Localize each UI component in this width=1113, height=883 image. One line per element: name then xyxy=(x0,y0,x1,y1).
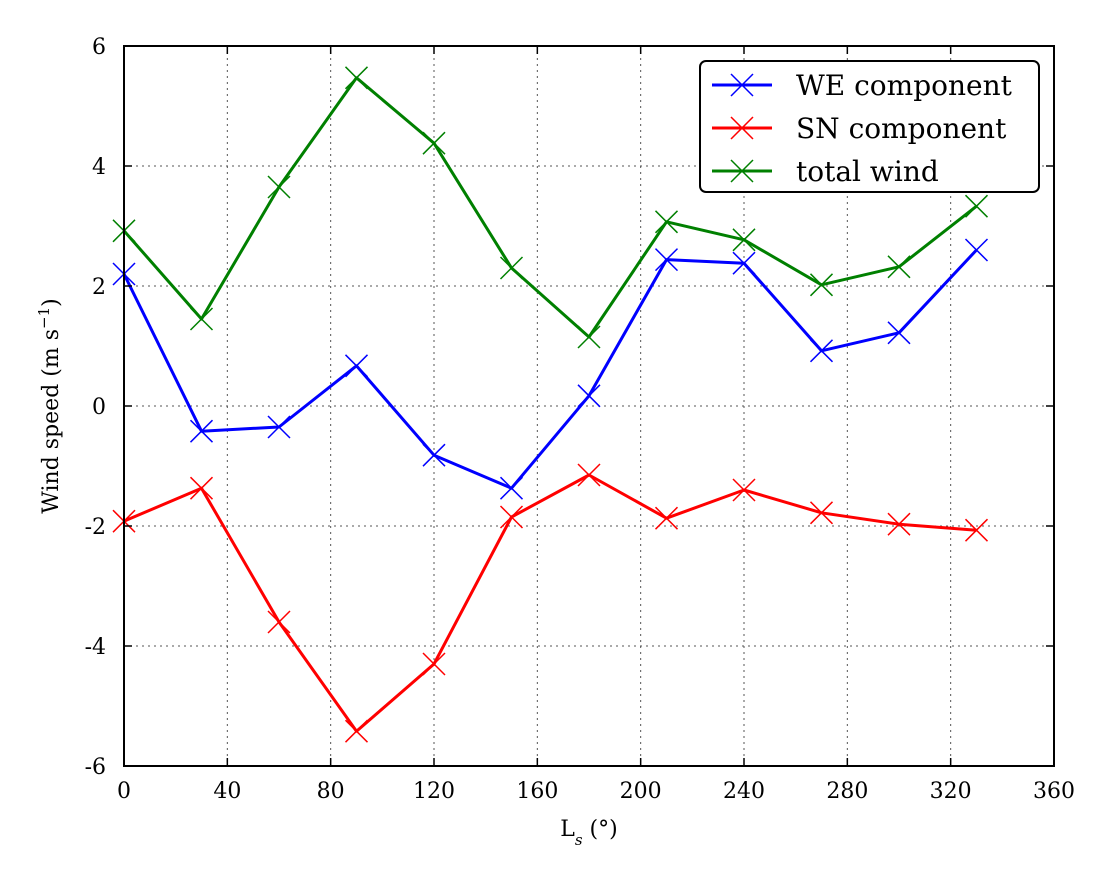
data-point-total-wind xyxy=(732,228,756,252)
data-point-we-component xyxy=(964,238,989,262)
legend-marker-we-component xyxy=(730,73,754,97)
y-tick-label: -2 xyxy=(85,515,106,540)
data-point-we-component xyxy=(267,415,291,439)
x-tick-label: 120 xyxy=(413,779,455,804)
data-point-total-wind xyxy=(654,210,679,234)
data-point-total-wind xyxy=(344,66,369,90)
series-layer xyxy=(112,66,989,743)
y-tick-label: 4 xyxy=(92,155,106,180)
data-point-sn-component xyxy=(499,505,524,529)
y-tick-label: -6 xyxy=(85,755,106,780)
data-point-we-component xyxy=(887,321,911,345)
data-point-we-component xyxy=(499,476,524,500)
data-point-sn-component xyxy=(809,501,834,525)
y-axis-label: Wind speed (m s−1) xyxy=(35,298,64,513)
data-point-sn-component xyxy=(267,610,291,634)
data-point-sn-component xyxy=(732,478,756,502)
y-tick-label: -4 xyxy=(85,635,106,660)
data-point-total-wind xyxy=(499,256,524,280)
x-tick-label: 280 xyxy=(826,779,868,804)
data-point-we-component xyxy=(732,251,756,275)
x-tick-label: 160 xyxy=(516,779,558,804)
legend-marker-total-wind xyxy=(730,159,754,183)
x-tick-label: 40 xyxy=(213,779,241,804)
x-tick-label: 320 xyxy=(930,779,972,804)
data-point-sn-component xyxy=(964,518,989,542)
data-point-sn-component xyxy=(577,463,601,487)
data-point-total-wind xyxy=(189,307,214,331)
data-point-total-wind xyxy=(422,131,446,155)
y-tick-label: 0 xyxy=(92,395,106,420)
x-tick-label: 80 xyxy=(317,779,345,804)
y-tick-label: 6 xyxy=(92,35,106,60)
data-point-sn-component xyxy=(189,476,214,500)
data-point-sn-component xyxy=(654,506,679,530)
x-tick-label: 200 xyxy=(620,779,662,804)
data-point-we-component xyxy=(654,248,679,272)
y-tick-label: 2 xyxy=(92,275,106,300)
data-point-total-wind xyxy=(267,175,291,199)
legend-box xyxy=(699,60,1040,193)
legend-label-we-component: WE component xyxy=(796,69,1013,102)
data-point-we-component xyxy=(189,419,214,443)
data-point-sn-component xyxy=(887,512,911,536)
x-axis-label: Ls (°) xyxy=(560,817,617,849)
data-point-total-wind xyxy=(964,194,989,218)
legend-label-total-wind: total wind xyxy=(796,155,939,188)
series-line-total-wind xyxy=(122,76,978,339)
data-point-we-component xyxy=(809,339,834,363)
data-point-sn-component xyxy=(344,719,369,743)
data-point-we-component xyxy=(422,443,446,467)
axis-ticks: 0 40 80 120 160 200 240 280 320 360 -6 -4 -2 0 2 4 6 xyxy=(85,35,1075,804)
data-point-total-wind xyxy=(887,255,911,279)
data-point-sn-component xyxy=(422,652,446,676)
legend-label-sn-component: SN component xyxy=(796,112,1007,145)
legend: WE component SN component total wind xyxy=(699,60,1040,193)
data-point-total-wind xyxy=(809,273,834,297)
series-line-we-component xyxy=(122,248,978,490)
legend-marker-sn-component xyxy=(730,116,754,140)
data-point-we-component xyxy=(577,384,601,408)
data-point-total-wind xyxy=(577,325,601,349)
x-tick-label: 240 xyxy=(723,779,765,804)
data-point-we-component xyxy=(344,354,369,378)
series-line-sn-component xyxy=(123,473,977,733)
x-tick-label: 360 xyxy=(1033,779,1075,804)
x-tick-label: 0 xyxy=(117,779,131,804)
